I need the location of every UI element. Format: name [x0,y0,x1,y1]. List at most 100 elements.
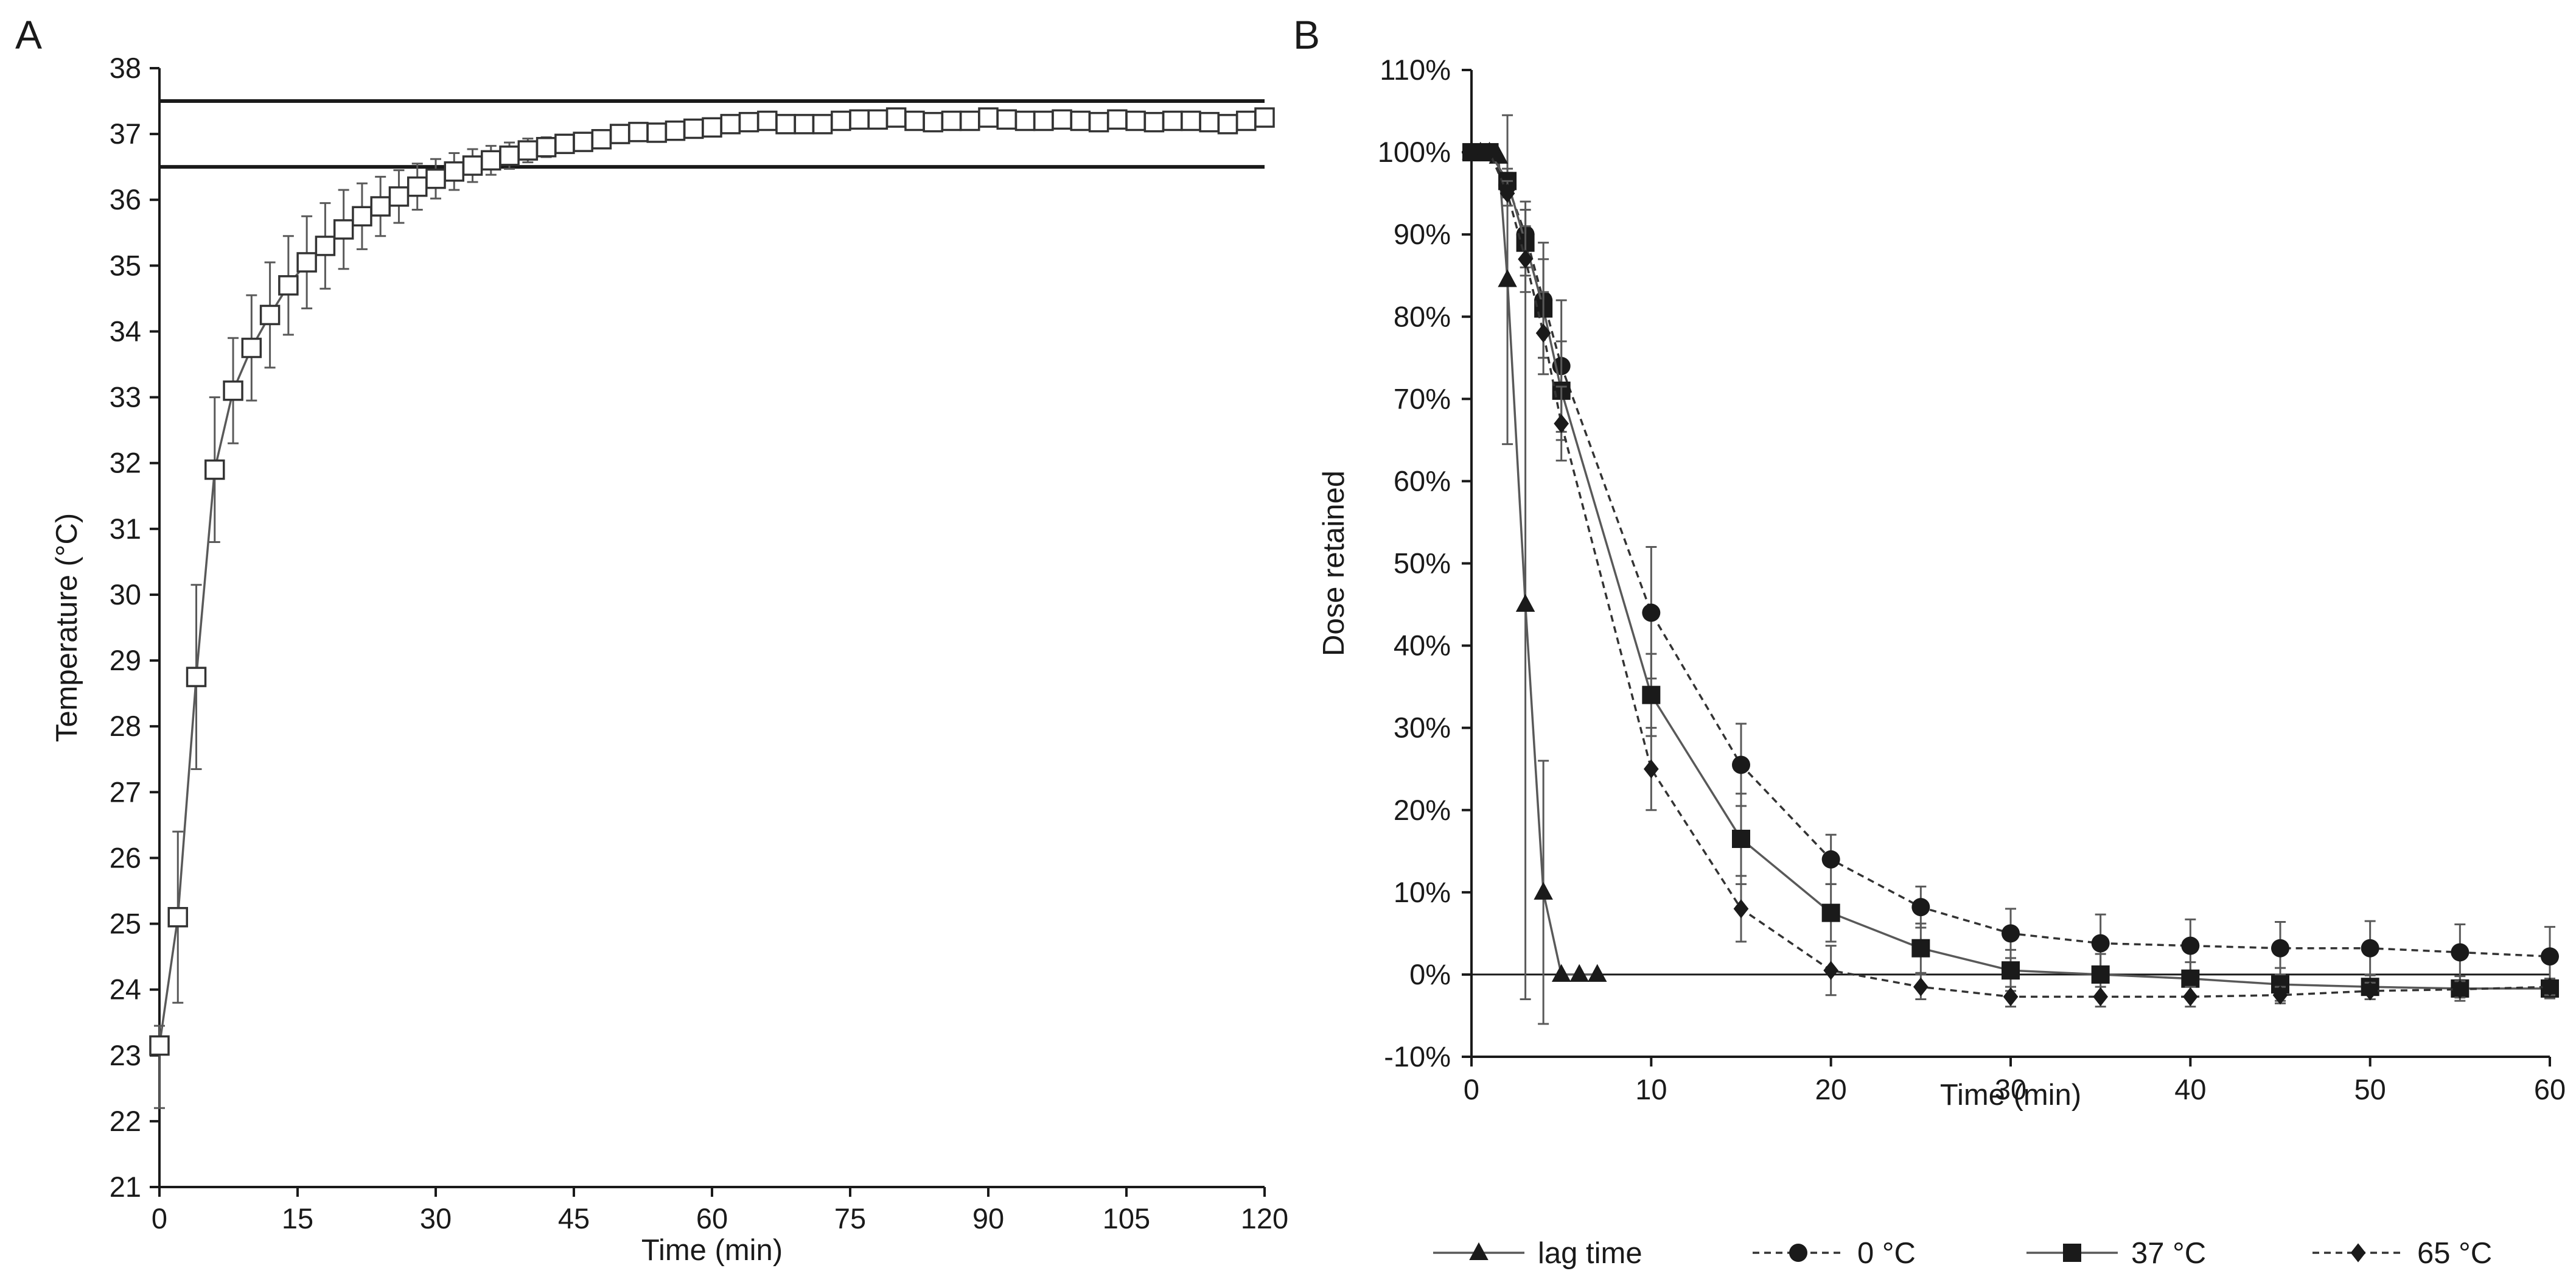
y-tick-label: 70% [1394,382,1451,415]
data-point [1821,850,1840,869]
temperature-point [315,236,336,256]
temperature-point [536,136,557,158]
data-point [1535,323,1551,343]
legend-item: 37 °C [2026,1237,2206,1270]
temperature-point [885,107,907,128]
temperature-point [1162,110,1183,131]
y-tick-label: 110% [1380,54,1451,86]
x-tick-label: 15 [282,1202,313,1235]
data-point [2541,947,2559,966]
data-point [2182,987,2198,1006]
temperature-point [720,114,741,135]
y-tick-label: 10% [1394,876,1451,908]
temperature-point [923,111,943,133]
temperature-point [1235,110,1257,131]
y-axis-title: Dose retained [1318,471,1350,656]
y-tick-label: 80% [1394,300,1451,332]
temperature-point [757,110,778,131]
y-tick-label: 35 [110,249,141,281]
x-tick-label: 0 [1464,1073,1479,1105]
data-point [2002,961,2020,980]
temperature-point [499,145,520,166]
y-tick-label: 21 [110,1171,141,1203]
temperature-point [1254,107,1275,128]
legend-marker [2063,1244,2081,1262]
y-tick-label: 30% [1394,712,1451,744]
data-point [2181,969,2200,988]
y-tick-label: -10% [1384,1040,1451,1073]
y-tick-label: 28 [110,710,141,742]
data-point [2452,979,2468,999]
y-tick-label: 90% [1394,218,1451,250]
x-tick-label: 30 [1995,1073,2026,1105]
temperature-point [867,109,888,130]
temperature-point [149,1035,170,1056]
data-point [2272,986,2288,1005]
temperature-point [1052,109,1072,130]
temperature-point [812,114,833,135]
y-tick-label: 20% [1394,794,1451,826]
data-point [2362,981,2378,1001]
temperature-point [481,150,501,171]
temperature-point [646,122,667,143]
y-tick-label: 40% [1394,629,1451,662]
data-point [1732,830,1750,849]
temperature-point [1088,111,1109,133]
data-point [2091,965,2110,984]
data-point [1823,961,1839,980]
data-point [1913,977,1929,997]
temperature-point [352,206,372,227]
x-tick-label: 40 [2174,1073,2206,1105]
panel-b: B -10% 0% 10% 20% 30% 40% 50% 60% 70% 80% 90% 100% 11… [1293,12,2566,1112]
x-tick-label: 75 [834,1202,866,1235]
temperature-point [775,114,796,135]
data-point [1587,964,1607,982]
data-point [2271,939,2289,958]
temperature-point [407,176,428,197]
panel-a-label: A [15,12,42,57]
legend-label: 37 °C [2131,1237,2206,1270]
temperature-point [996,109,1017,130]
legend-marker [2350,1243,2366,1263]
temperature-point [904,110,925,131]
temperature-point [296,252,317,273]
data-point [1498,269,1517,287]
temperature-point [959,110,980,131]
temperature-point [425,168,446,189]
data-point [1643,759,1659,779]
data-point [2361,939,2379,958]
y-tick-label: 31 [110,513,141,545]
data-point [2093,987,2109,1006]
legend-label: lag time [1538,1237,1642,1270]
data-point [1642,685,1661,704]
legend-label: 65 °C [2417,1237,2492,1270]
y-tick-label: 33 [110,381,141,413]
y-axis-title: Temperature (°C) [51,513,83,742]
y-tick-label: 32 [110,447,141,479]
data-point [1518,250,1533,269]
legend-label: 0 °C [1857,1237,1916,1270]
temperature-point [204,459,225,480]
series-65-c [1464,142,2558,1008]
x-tick-label: 90 [972,1202,1004,1235]
x-tick-label: 30 [420,1202,452,1235]
temperature-point [794,114,815,135]
legend-marker [1469,1242,1489,1260]
temperature-point [462,155,483,176]
data-point [1732,755,1750,774]
x-tick-label: 0 [152,1202,167,1235]
temperature-point [831,110,851,131]
y-tick-label: 24 [110,973,141,1006]
data-point [2181,936,2200,955]
temperature-point [609,124,630,144]
temperature-point [259,304,281,326]
data-point [2451,943,2470,962]
temperature-point [941,110,962,131]
temperature-point [849,109,870,130]
x-tick-label: 105 [1103,1202,1150,1235]
y-tick-label: 37 [110,117,141,150]
panel-a: A 21 22 23 24 25 26 27 28 29 30 31 32 33 34 35 36 37 38 0 15… [15,12,1288,1267]
data-point [1482,142,1497,162]
